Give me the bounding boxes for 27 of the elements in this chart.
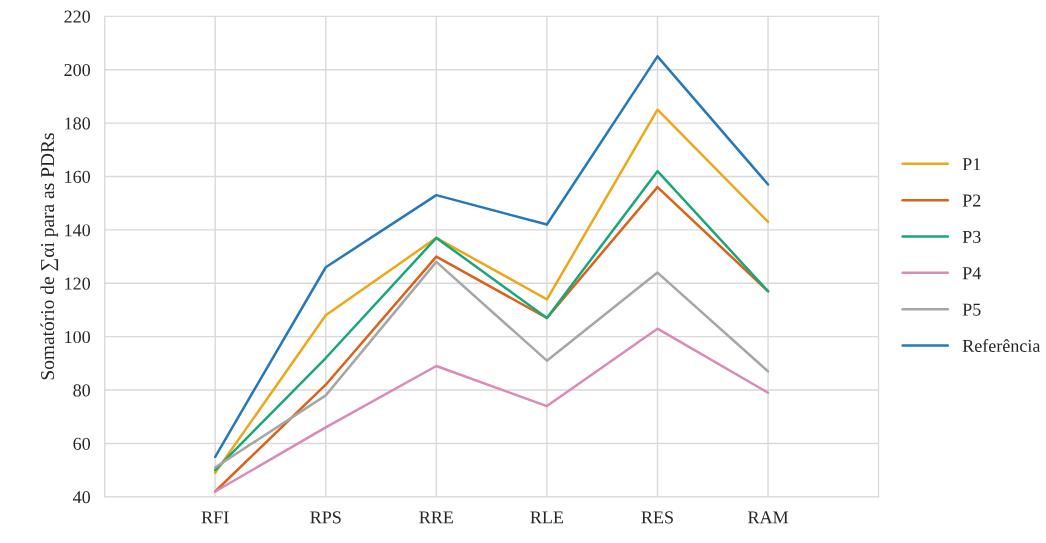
line-series: [213, 260, 770, 469]
y-tick-label: 160: [65, 170, 91, 183]
y-tick-label: 40: [73, 491, 91, 504]
legend-label: P4: [962, 267, 981, 280]
legend-label: P5: [962, 303, 981, 316]
x-tick-label: RPS: [310, 511, 341, 524]
y-tick-label: 100: [65, 330, 91, 344]
legend-label: P1: [962, 158, 981, 171]
legend-label: P3: [962, 230, 981, 243]
x-tick-label: RRE: [419, 511, 453, 524]
y-tick-label: 220: [64, 10, 91, 23]
x-tick-label: RES: [641, 511, 673, 524]
y-tick-label: 60: [73, 437, 91, 450]
y-tick-label: 140: [65, 224, 91, 237]
x-tick-label: RAM: [748, 511, 789, 524]
y-axis-title: Somatório de ∑αi para as PDRs: [40, 133, 59, 380]
y-tick-label: 120: [65, 277, 91, 290]
y-tick-label: 80: [73, 384, 91, 397]
legend-label: P2: [962, 194, 981, 207]
x-tick-label: RLE: [530, 511, 564, 524]
x-tick-label: RFI: [201, 511, 229, 524]
y-tick-label: 200: [64, 63, 91, 77]
legend-label: Referência: [962, 339, 1041, 353]
line-series: [213, 327, 770, 493]
line-series: [213, 108, 770, 475]
y-tick-label: 180: [65, 117, 91, 130]
line-series: [213, 55, 770, 459]
